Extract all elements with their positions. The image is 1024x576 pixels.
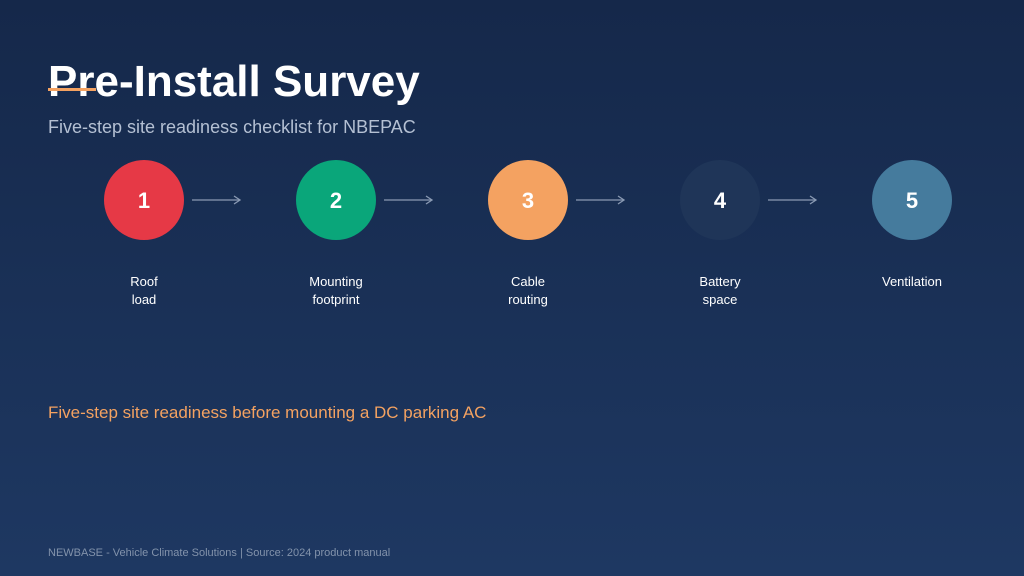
- note: Five-step site readiness before mounting…: [48, 403, 486, 422]
- title: Pre-Install Survey: [48, 57, 420, 106]
- step-number: 4: [714, 188, 727, 213]
- arrow-head: [425, 195, 434, 205]
- step-label: footprint: [313, 292, 360, 307]
- step-number: 3: [522, 188, 534, 213]
- step-number: 5: [906, 188, 918, 213]
- step-number: 2: [330, 188, 342, 213]
- arrow-head: [617, 195, 626, 205]
- step-label: load: [132, 292, 157, 307]
- step-label: space: [703, 292, 738, 307]
- title-accent: [48, 88, 96, 91]
- step-circle: [296, 160, 376, 240]
- step-label: Roof: [130, 274, 158, 289]
- footer: NEWBASE - Vehicle Climate Solutions | So…: [48, 547, 390, 559]
- step-circle: [872, 160, 952, 240]
- steps: 1 Roof load 2 Mounting footprint 3 Cable routing…: [104, 160, 952, 307]
- step-label: Ventilation: [882, 274, 942, 289]
- step-label: Battery: [699, 274, 741, 289]
- step-circle: [104, 160, 184, 240]
- arrow-head: [233, 195, 242, 205]
- step-circle: [680, 160, 760, 240]
- step-label: Mounting: [309, 274, 362, 289]
- arrow-head: [809, 195, 818, 205]
- step-label: routing: [508, 292, 548, 307]
- step-label: Cable: [511, 274, 545, 289]
- subtitle: Five-step site readiness checklist for N…: [48, 117, 416, 137]
- step-circle: [488, 160, 568, 240]
- step-number: 1: [138, 188, 150, 213]
